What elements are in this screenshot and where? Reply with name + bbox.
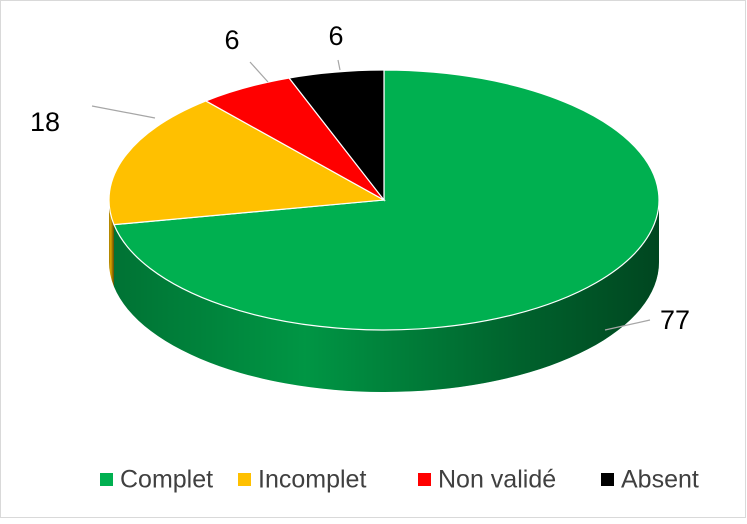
legend-swatch xyxy=(418,473,431,486)
leader-line xyxy=(91,105,156,119)
leader-line xyxy=(249,61,269,83)
legend-label: Absent xyxy=(621,466,699,494)
legend-label: Incomplet xyxy=(258,466,366,494)
legend-label: Complet xyxy=(120,466,213,494)
legend-label: Non validé xyxy=(438,466,556,494)
data-label: 18 xyxy=(30,107,60,137)
slice xyxy=(113,69,660,331)
slice xyxy=(108,100,386,226)
legend-swatch xyxy=(601,473,614,486)
slice-side-shade xyxy=(113,200,659,392)
legend-swatch xyxy=(238,473,251,486)
data-label: 6 xyxy=(328,21,343,51)
leader-line xyxy=(337,59,341,71)
slice xyxy=(288,69,385,202)
legend-swatch xyxy=(100,473,113,486)
data-label: 77 xyxy=(660,305,690,335)
data-label: 6 xyxy=(224,25,239,55)
leader-line xyxy=(604,319,651,331)
